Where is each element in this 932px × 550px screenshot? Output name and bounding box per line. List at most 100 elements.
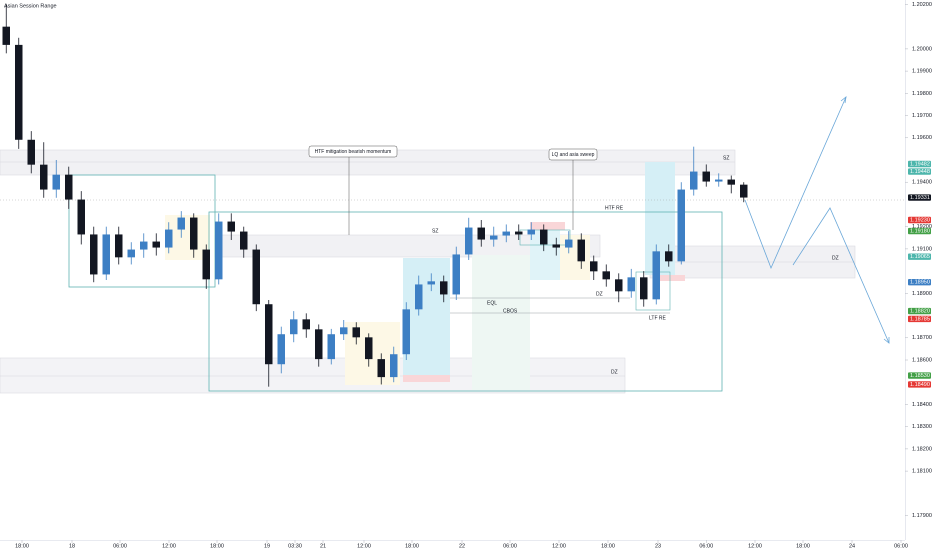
zone-label: SZ [432, 228, 438, 234]
x-tick-label: 18:00 [210, 543, 224, 549]
candle-body [602, 271, 610, 280]
price-label-box [908, 372, 931, 379]
candle-body [315, 329, 323, 360]
projection-path [744, 96, 847, 270]
x-tick-label: 03:30 [288, 543, 302, 549]
candle-body [652, 251, 660, 300]
y-tick-label: 1.18700 [912, 335, 932, 341]
y-tick-label: 1.18300 [912, 424, 932, 430]
y-tick-label: 1.18100 [912, 469, 932, 475]
candle-body [727, 179, 735, 185]
projection [744, 96, 890, 344]
price-label: 1.19331 [910, 195, 930, 201]
range-box [472, 255, 530, 390]
y-tick-label: 1.20000 [912, 46, 932, 52]
price-label: 1.18785 [910, 316, 930, 322]
candle-body [377, 359, 385, 378]
x-tick-label: 19 [264, 543, 270, 549]
arrow-head [883, 337, 890, 344]
candle-body [252, 249, 260, 305]
candle-body [27, 139, 35, 165]
candle-body [115, 234, 123, 258]
y-tick-label: 1.19800 [912, 91, 932, 97]
stop-box [660, 275, 685, 281]
x-tick-label: 21 [320, 543, 326, 549]
candle-body [665, 251, 673, 262]
price-label-box [908, 160, 931, 168]
price-label: 1.19180 [910, 229, 930, 235]
candle-body [152, 241, 160, 248]
x-tick-label: 06:00 [699, 543, 713, 549]
y-tick-label: 1.19600 [912, 135, 932, 141]
candle-body [15, 44, 23, 140]
zone-label: SZ [723, 155, 729, 161]
candle-body [515, 231, 523, 235]
candles [2, 4, 748, 387]
candle-body [590, 261, 598, 272]
candle-body [177, 217, 185, 230]
projection-path [792, 207, 890, 344]
candle-body [527, 229, 535, 235]
candle-body [490, 235, 498, 240]
x-tick-label: 18 [69, 543, 75, 549]
candle-body [477, 227, 485, 240]
x-tick-label: 23 [655, 543, 661, 549]
candle-body [615, 279, 623, 292]
candle-body [440, 281, 448, 295]
candle-body [77, 199, 85, 235]
x-tick-label: 18:00 [796, 543, 810, 549]
price-label: 1.19482 [910, 161, 930, 167]
candle-body [227, 221, 235, 232]
candle-body [452, 254, 460, 295]
y-tick-label: 1.18400 [912, 402, 932, 408]
zone-label: DZ [611, 369, 618, 375]
level-label: CBOS [503, 308, 518, 314]
candle-body [552, 244, 560, 248]
candle-body [2, 26, 10, 45]
candle-body [702, 171, 710, 182]
x-tick-label: 06:00 [503, 543, 517, 549]
level-label: LTF RE [649, 315, 667, 321]
callout-box [308, 145, 398, 158]
y-tick-label: 1.18200 [912, 446, 932, 452]
price-label-box [908, 168, 931, 175]
price-label: 1.19230 [910, 217, 930, 223]
demand-zone [0, 357, 626, 394]
x-tick-label: 06:00 [894, 543, 908, 549]
candle-body [640, 277, 648, 300]
callout-box [548, 148, 598, 161]
candle-body [340, 327, 348, 335]
candle-body [427, 281, 435, 285]
price-label-box [908, 216, 931, 224]
candle-body [302, 319, 310, 330]
candle-body [290, 319, 298, 335]
zone-label: HTF RE [605, 205, 624, 211]
session-box [560, 235, 590, 280]
candle-body [52, 174, 60, 190]
candle-body [690, 171, 698, 190]
candle-body [190, 217, 198, 250]
candle-body [40, 164, 48, 190]
y-tick-label: 1.19900 [912, 69, 932, 75]
price-label: 1.18950 [910, 280, 930, 286]
price-label-box [908, 381, 931, 388]
candle-body [740, 184, 748, 198]
candle-body [265, 304, 273, 365]
x-tick-label: 24 [849, 543, 855, 549]
x-tick-label: 12:00 [748, 543, 762, 549]
zone-label: DZ [596, 291, 603, 297]
y-tick-label: 1.19700 [912, 113, 932, 119]
annotations: HTF mitigation bearish momentum LQ and a… [308, 145, 839, 375]
candle-body [65, 174, 73, 200]
candle-body [102, 234, 110, 275]
candle-body [502, 231, 510, 236]
candle-body [390, 354, 398, 378]
candle-body [215, 221, 223, 280]
price-label-box [908, 253, 931, 260]
price-label-box [908, 279, 931, 286]
chart-title: Asian Session Range [4, 3, 57, 9]
range-box [208, 211, 723, 392]
candle-body [327, 334, 335, 360]
x-tick-label: 18:00 [405, 543, 419, 549]
candle-body [165, 229, 173, 248]
